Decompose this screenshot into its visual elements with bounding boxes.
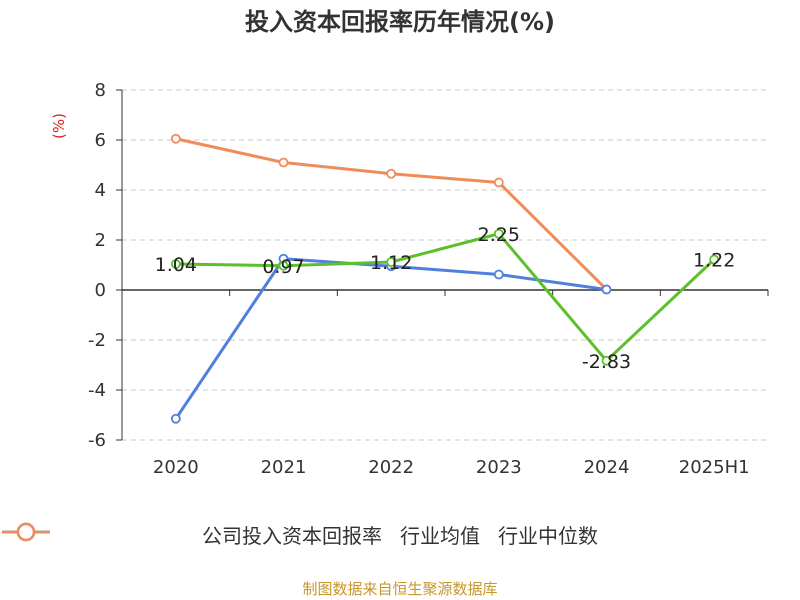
y-tick-label: 6 <box>95 130 106 151</box>
x-tick-label: 2022 <box>368 457 414 478</box>
chart-title: 投入资本回报率历年情况(%) <box>245 8 555 36</box>
y-tick-label: 0 <box>95 280 106 301</box>
data-point[interactable] <box>493 228 504 239</box>
data-point[interactable] <box>601 355 612 366</box>
legend-marker-industry-median <box>2 522 50 542</box>
data-point[interactable] <box>278 260 289 271</box>
x-tick-label: 2025H1 <box>679 457 750 478</box>
source-note: 制图数据来自恒生聚源数据库 <box>302 580 498 598</box>
y-tick-label: 2 <box>95 230 106 251</box>
legend: 公司投入资本回报率 行业均值 行业中位数 <box>0 520 800 549</box>
y-tick-label: -4 <box>88 380 106 401</box>
data-point[interactable] <box>170 259 181 269</box>
data-label: 1.22 <box>693 250 735 272</box>
legend-item-industry-median[interactable]: 行业中位数 <box>2 520 598 549</box>
data-point[interactable] <box>709 254 720 265</box>
data-point[interactable] <box>386 168 397 179</box>
data-point[interactable] <box>278 157 289 168</box>
x-tick-label: 2023 <box>476 457 522 478</box>
x-tick-label: 2024 <box>584 457 630 478</box>
x-tick-label: 2021 <box>261 457 307 478</box>
legend-item-industry-mean[interactable]: 行业均值 <box>2 520 480 549</box>
data-label: -2.83 <box>582 351 631 373</box>
data-point[interactable] <box>493 269 504 280</box>
y-tick-label: 8 <box>95 80 106 101</box>
data-label: 2.25 <box>478 224 520 246</box>
x-tick-label: 2020 <box>153 457 199 478</box>
y-tick-label: -2 <box>88 330 106 351</box>
legend-label-industry-mean: 行业均值 <box>400 524 480 548</box>
data-point[interactable] <box>170 413 181 424</box>
y-tick-label: -6 <box>88 430 106 451</box>
legend-label-industry-median: 行业中位数 <box>498 524 598 548</box>
data-label: 1.12 <box>370 252 412 274</box>
data-point[interactable] <box>170 133 181 144</box>
series-line <box>175 232 716 363</box>
legend-label-company-roic: 公司投入资本回报率 <box>202 524 382 548</box>
legend-item-company-roic[interactable]: 公司投入资本回报率 <box>2 520 382 549</box>
data-point[interactable] <box>386 257 397 267</box>
data-point[interactable] <box>493 177 504 188</box>
data-label: 1.04 <box>155 254 197 276</box>
y-axis-label: (%) <box>50 113 68 139</box>
data-point[interactable] <box>601 284 612 295</box>
y-tick-label: 4 <box>95 180 106 201</box>
data-label: 0.97 <box>262 256 304 278</box>
